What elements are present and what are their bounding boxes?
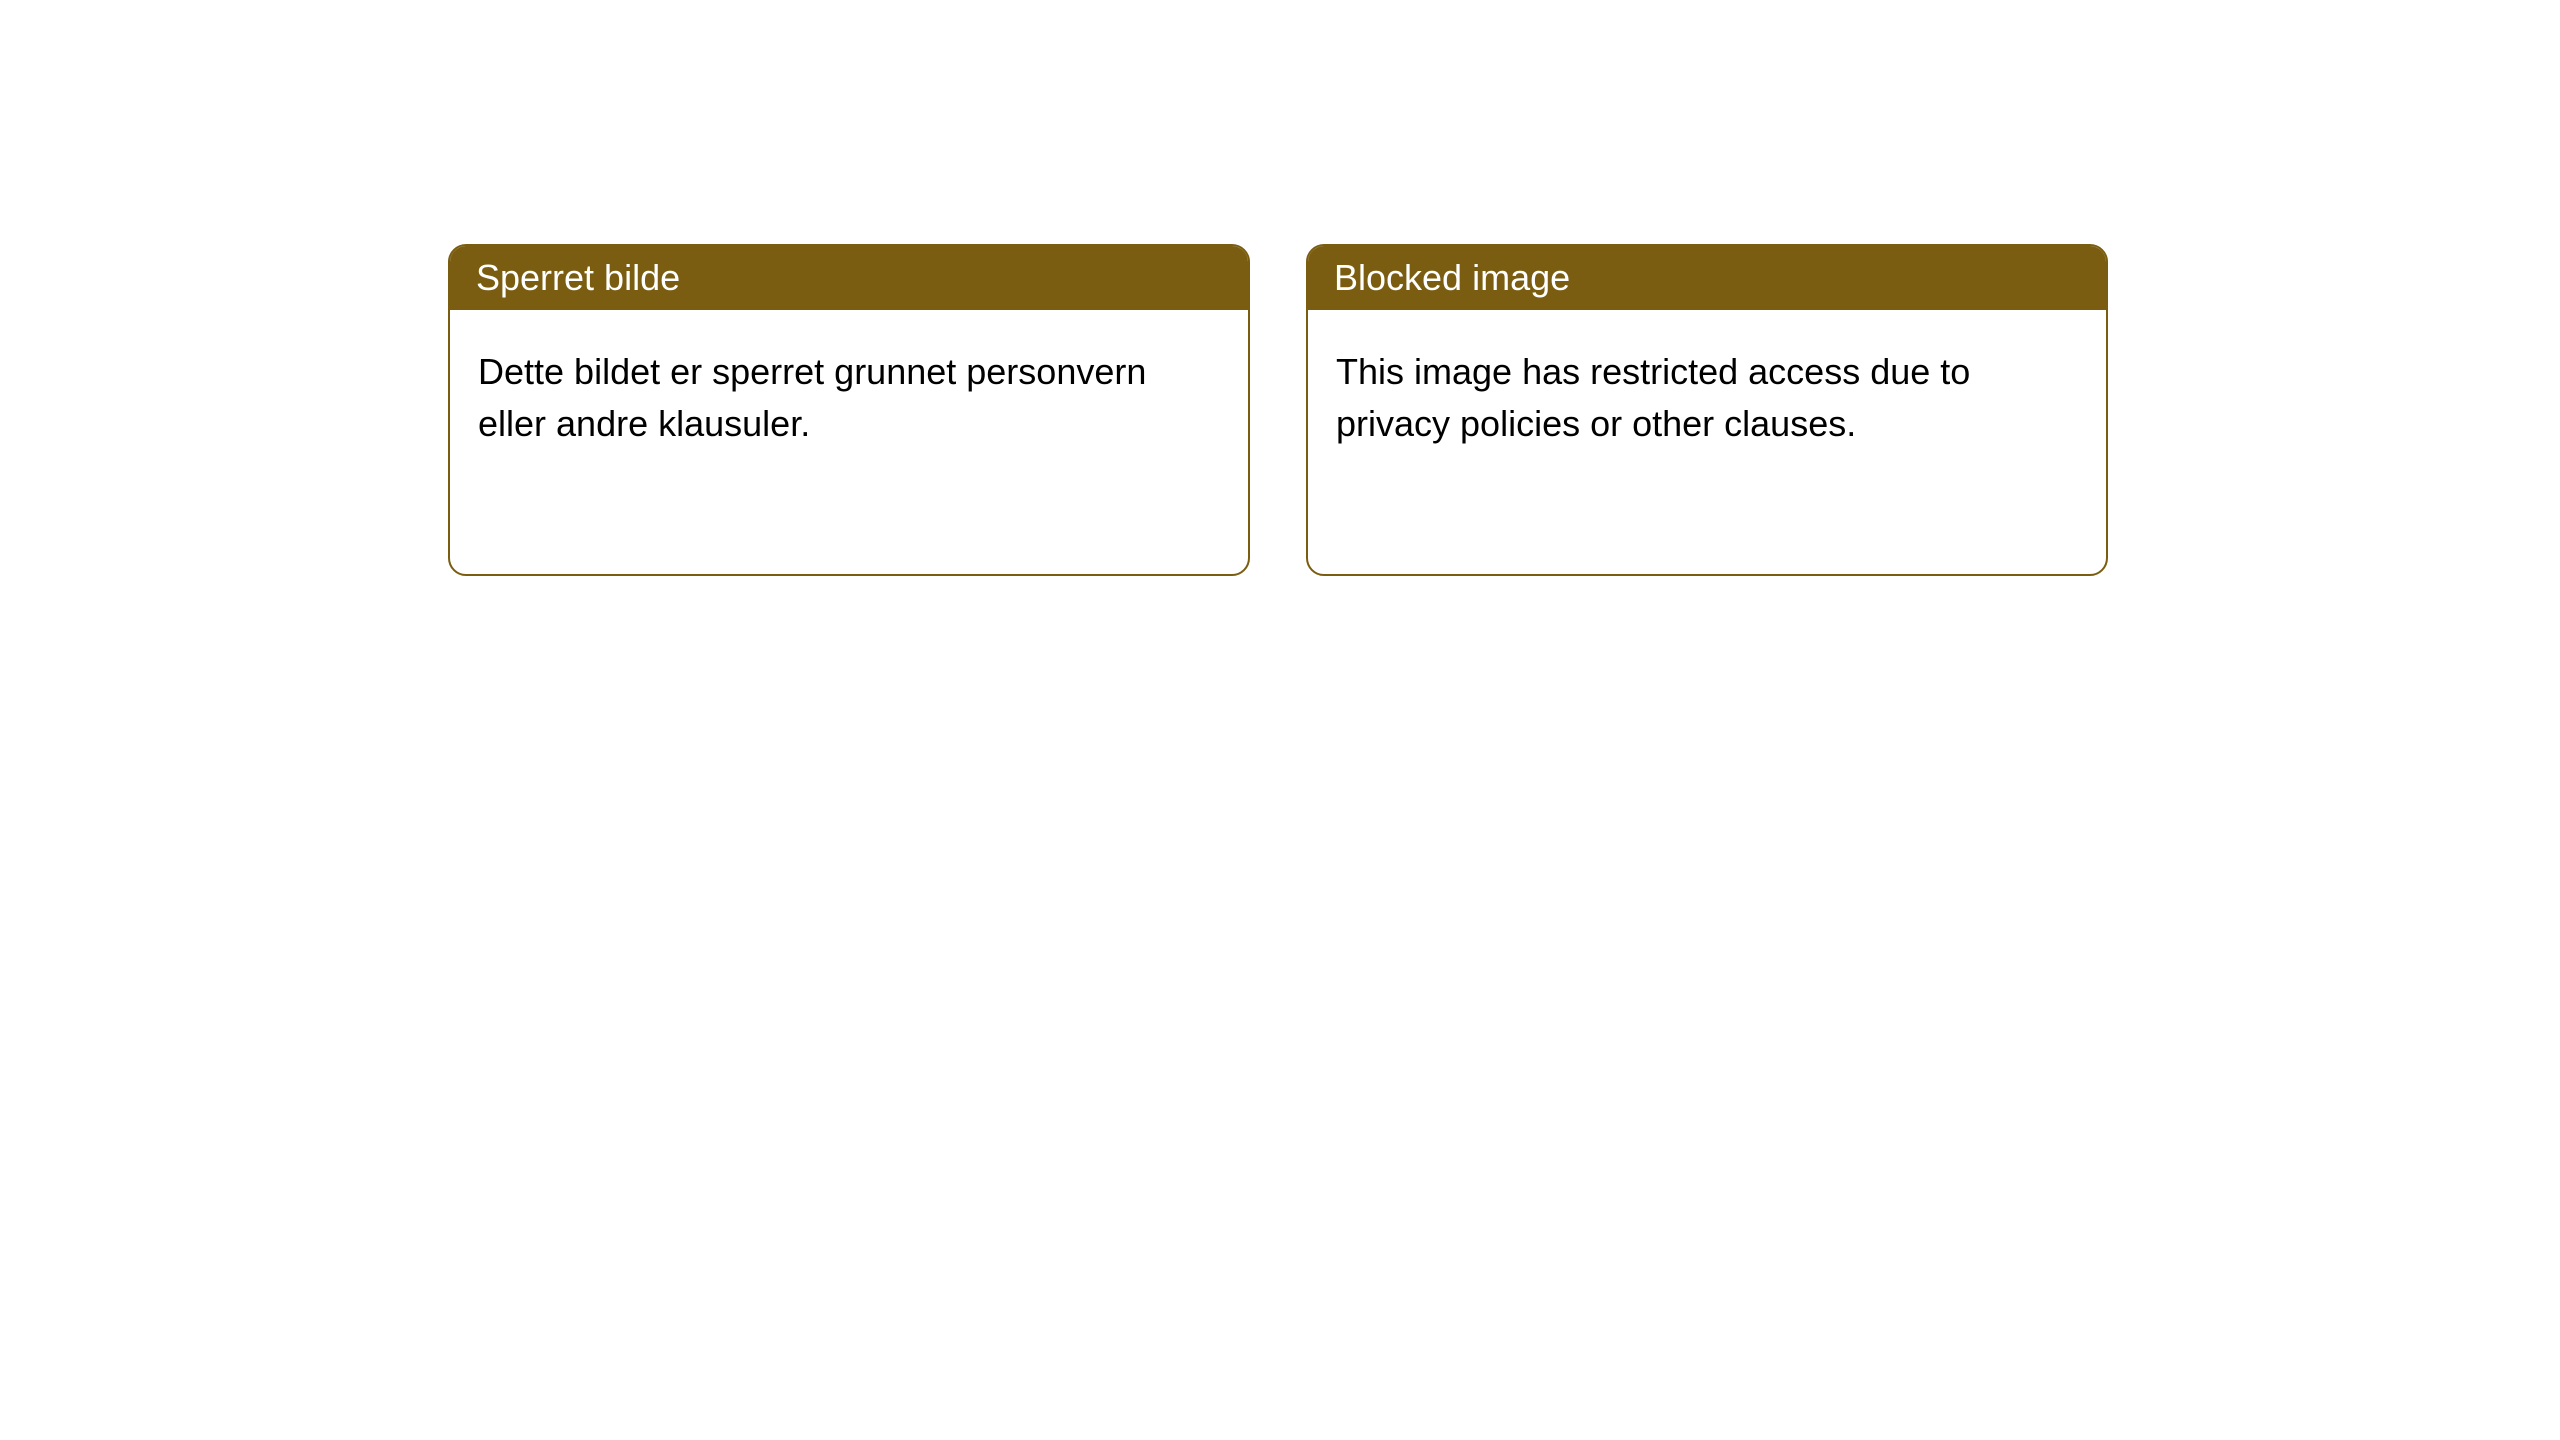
card-header: Blocked image	[1308, 246, 2106, 310]
card-title: Sperret bilde	[476, 257, 680, 298]
notice-card-norwegian: Sperret bilde Dette bildet er sperret gr…	[448, 244, 1250, 576]
card-body: Dette bildet er sperret grunnet personve…	[450, 310, 1248, 574]
card-text: Dette bildet er sperret grunnet personve…	[478, 346, 1220, 450]
notice-card-english: Blocked image This image has restricted …	[1306, 244, 2108, 576]
card-title: Blocked image	[1334, 257, 1570, 298]
notice-container: Sperret bilde Dette bildet er sperret gr…	[0, 0, 2560, 576]
card-text: This image has restricted access due to …	[1336, 346, 2078, 450]
card-header: Sperret bilde	[450, 246, 1248, 310]
card-body: This image has restricted access due to …	[1308, 310, 2106, 574]
